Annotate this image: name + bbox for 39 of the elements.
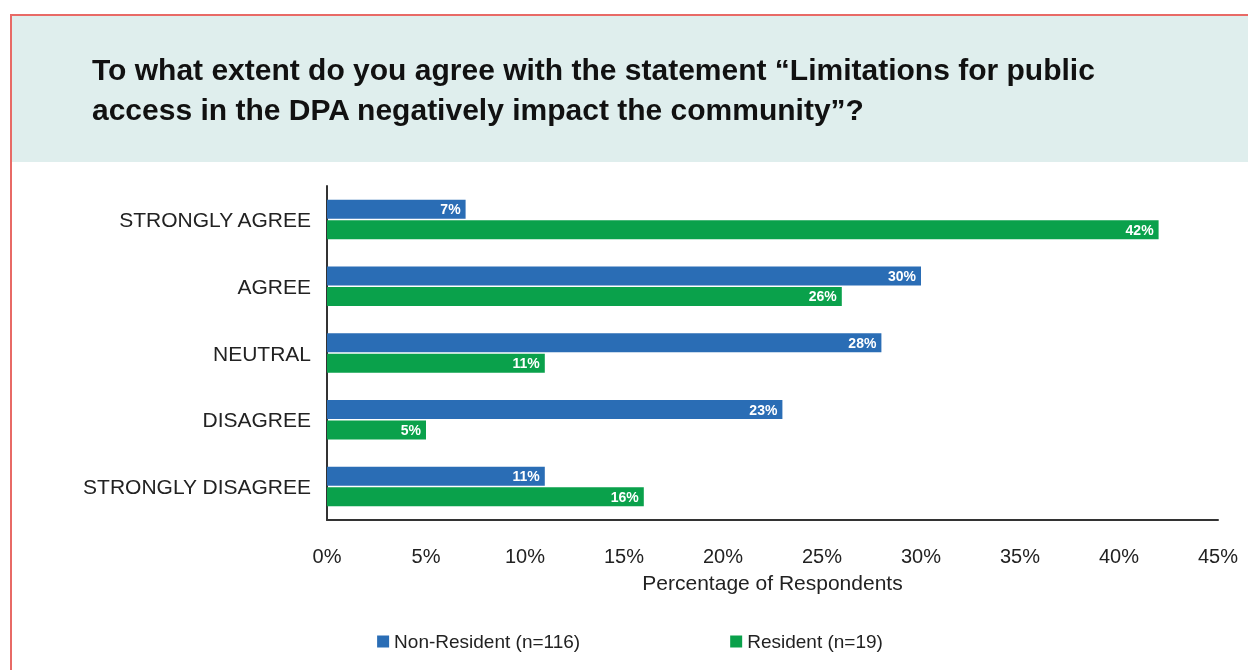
- bar: [327, 400, 783, 420]
- bar: [327, 487, 644, 507]
- y-tick-label: AGREE: [237, 274, 311, 298]
- bar: [327, 333, 882, 353]
- data-label: 42%: [1125, 221, 1155, 238]
- legend-label: Resident (n=19): [747, 631, 883, 652]
- y-tick-label: DISAGREE: [202, 408, 311, 432]
- data-label: 16%: [610, 488, 640, 505]
- chart-title: To what extent do you agree with the statement “Limitations for public access in the DPA negatively impact the community”?: [92, 52, 1096, 128]
- data-label: 7%: [440, 201, 462, 218]
- x-tick-label: 25%: [801, 545, 843, 567]
- legend-label: Non-Resident (n=116): [394, 631, 581, 652]
- data-label: 23%: [749, 401, 778, 418]
- data-label: 30%: [887, 267, 917, 284]
- bar: [327, 220, 1159, 240]
- x-tick-label: 0%: [312, 545, 342, 567]
- x-tick-label: 40%: [1098, 545, 1140, 567]
- y-tick-label: NEUTRAL: [212, 341, 311, 365]
- bar: [327, 466, 545, 486]
- bar: [327, 420, 426, 440]
- x-tick-label: 5%: [411, 545, 441, 567]
- x-tick-label: 10%: [504, 545, 546, 567]
- bar: [327, 199, 466, 219]
- data-label: 5%: [400, 422, 422, 439]
- x-tick-label: 45%: [1197, 545, 1239, 567]
- x-tick-label: 35%: [999, 545, 1041, 567]
- data-label: 28%: [848, 334, 877, 351]
- x-tick-label: 30%: [900, 545, 942, 567]
- bar: [327, 266, 921, 286]
- bar: [327, 353, 545, 373]
- y-tick-label: STRONGLY AGREE: [119, 207, 311, 231]
- x-tick-label: 15%: [603, 545, 645, 567]
- data-label: 26%: [808, 288, 838, 305]
- x-tick-label: 20%: [702, 545, 744, 567]
- data-label: 11%: [512, 355, 541, 372]
- bar: [327, 286, 842, 306]
- data-label: 11%: [512, 468, 541, 485]
- x-axis-title: Percentage of Respondents: [642, 571, 903, 594]
- y-tick-label: STRONGLY DISAGREE: [83, 475, 311, 499]
